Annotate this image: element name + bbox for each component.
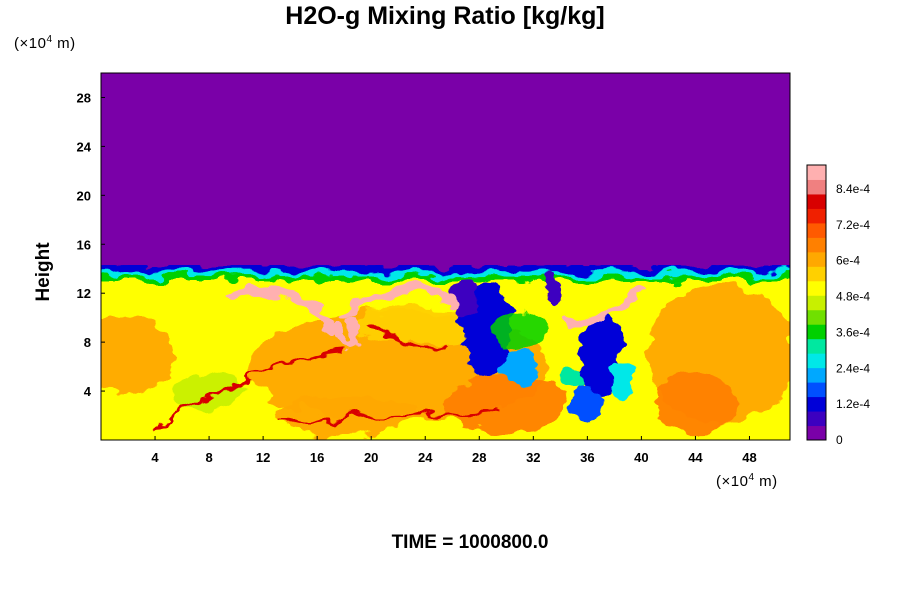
saturated-filament (562, 286, 646, 329)
moist-pool (446, 373, 567, 434)
x-tick-label: 20 (364, 450, 378, 465)
x-axis: 4 8 12 16 20 24 28 32 36 40 44 48 (151, 436, 757, 465)
colorbar-label: 8.4e-4 (836, 182, 870, 196)
y-tick-label: 28 (77, 90, 91, 105)
transition-zone (493, 309, 546, 350)
colorbar-swatch (807, 338, 826, 354)
colorbar-label: 2.4e-4 (836, 361, 870, 375)
dry-intrusion (611, 356, 632, 401)
colorbar-frame (806, 164, 827, 441)
colorbar-label: 7.2e-4 (836, 218, 870, 232)
moist-pool (174, 371, 245, 412)
colorbar-swatch (807, 367, 826, 383)
colorbar-swatch (807, 165, 826, 180)
moist-streak (154, 349, 345, 430)
mixing-ratio-field (101, 73, 790, 440)
colorbar-swatch (807, 324, 826, 340)
x-tick-label: 32 (526, 450, 540, 465)
x-tick-label: 48 (742, 450, 756, 465)
chart-title: H2O-g Mixing Ratio [kg/kg] (285, 2, 605, 30)
colorbar-swatch (807, 251, 826, 267)
colorbar-swatch (807, 396, 826, 412)
band-cyan (101, 271, 790, 278)
x-tick-label: 36 (580, 450, 594, 465)
colorbar-label: 1.2e-4 (836, 397, 870, 411)
colorbar-swatch (807, 382, 826, 398)
y-tick-label: 16 (77, 237, 91, 252)
x-axis-unit: (×104 m) (716, 472, 778, 490)
colorbar-swatch (807, 193, 826, 209)
y-tick-label: 4 (84, 384, 92, 399)
x-tick-label: 16 (310, 450, 324, 465)
saturated-filament (332, 319, 363, 349)
colorbar-label: 4.8e-4 (836, 290, 870, 304)
colorbar-swatch (807, 295, 826, 311)
colorbar-swatch (807, 411, 826, 427)
colorbar: 0 1.2e-4 2.4e-4 3.6e-4 4.8e-4 6e-4 7.2e-4 8.4e-… (806, 164, 870, 447)
band-green (101, 276, 790, 283)
x-tick-label: 12 (256, 450, 270, 465)
x-tick-label: 24 (418, 450, 433, 465)
colorbar-label: 3.6e-4 (836, 325, 870, 339)
colorbar-swatch (807, 266, 826, 282)
colorbar-label: 6e-4 (836, 254, 860, 268)
y-axis: 4 8 12 16 20 24 28 (77, 90, 105, 399)
x-tick-label: 28 (472, 450, 486, 465)
plot-frame (100, 72, 791, 441)
dry-intrusion (501, 350, 538, 383)
moist-layer (101, 265, 790, 440)
moist-streak (370, 322, 453, 349)
colorbar-swatch (807, 425, 826, 441)
x-tick-label: 40 (634, 450, 648, 465)
colorbar-swatch (807, 237, 826, 253)
dry-intrusion (545, 271, 562, 304)
colorbar-swatch (807, 222, 826, 238)
saturated-filament (224, 286, 336, 335)
y-tick-label: 24 (77, 139, 92, 154)
y-tick-label: 12 (77, 286, 91, 301)
moist-pool (101, 314, 174, 395)
colorbar-swatch (807, 309, 826, 325)
band-blue (101, 265, 790, 274)
colorbar-swatch (807, 208, 826, 224)
x-tick-label: 8 (205, 450, 212, 465)
moist-streak (276, 407, 507, 424)
y-tick-label: 8 (84, 335, 91, 350)
saturated-filament (339, 285, 457, 323)
colorbar-swatch (807, 353, 826, 369)
x-tick-label: 44 (688, 450, 703, 465)
colorbar-label: 0 (836, 433, 843, 447)
moist-pool (274, 395, 415, 436)
y-tick-label: 20 (77, 188, 91, 203)
dry-intrusion (571, 385, 604, 422)
colorbar-swatch (807, 280, 826, 296)
colorbar-swatch (807, 179, 826, 195)
dry-intrusion (451, 279, 480, 320)
moist-pool (655, 373, 736, 434)
x-tick-label: 4 (151, 450, 159, 465)
y-axis-unit: (×104 m) (14, 34, 76, 52)
time-label: TIME = 1000800.0 (391, 532, 549, 553)
transition-zone (559, 368, 588, 389)
